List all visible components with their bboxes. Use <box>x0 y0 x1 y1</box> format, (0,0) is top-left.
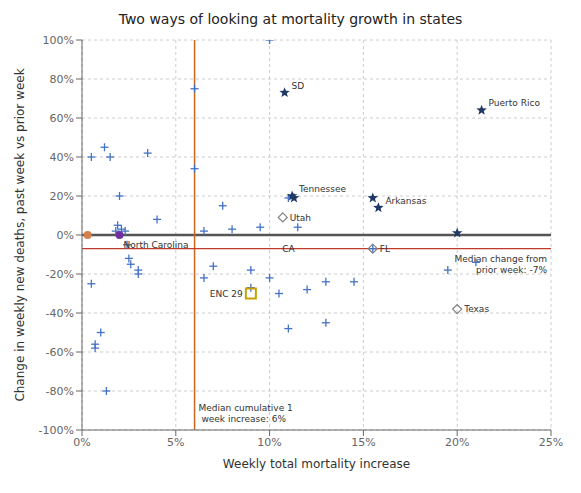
svg-text:80%: 80% <box>50 73 74 86</box>
svg-text:60%: 60% <box>50 112 74 125</box>
svg-text:Median cumulative 1 week incre: Median cumulative 1 week increase: 6% <box>199 403 293 424</box>
svg-text:CA: CA <box>282 244 295 254</box>
svg-text:Tennessee: Tennessee <box>298 184 346 194</box>
svg-text:20%: 20% <box>50 190 74 203</box>
svg-text:-100%: -100% <box>39 424 74 437</box>
svg-text:-40%: -40% <box>46 307 74 320</box>
svg-text:0%: 0% <box>73 436 90 449</box>
svg-text:Utah: Utah <box>290 213 311 223</box>
svg-text:0%: 0% <box>57 229 74 242</box>
svg-text:-60%: -60% <box>46 346 74 359</box>
svg-text:25%: 25% <box>539 436 563 449</box>
svg-text:Arkansas: Arkansas <box>385 196 426 206</box>
svg-text:North Carolina: North Carolina <box>124 240 189 250</box>
svg-text:40%: 40% <box>50 151 74 164</box>
svg-text:Change in weekly new deaths, p: Change in weekly new deaths, past week v… <box>13 68 27 401</box>
svg-text:Puerto Rico: Puerto Rico <box>489 98 541 108</box>
svg-text:Texas: Texas <box>463 304 489 314</box>
svg-text:15%: 15% <box>351 436 375 449</box>
html-text:Two ways of looking at mortali: Two ways of looking at mortality growth … <box>118 11 463 27</box>
svg-text:5%: 5% <box>167 436 184 449</box>
svg-text:ENC 29: ENC 29 <box>210 289 243 299</box>
svg-text:-20%: -20% <box>46 268 74 281</box>
svg-text:Median change fromprior week:: Median change fromprior week: -7% <box>454 254 547 275</box>
svg-text:Weekly total mortality increas: Weekly total mortality increase <box>223 457 410 471</box>
svg-text:SD: SD <box>292 81 305 91</box>
svg-text:10%: 10% <box>257 436 281 449</box>
svg-text:-80%: -80% <box>46 385 74 398</box>
svg-text:20%: 20% <box>445 436 469 449</box>
svg-text:100%: 100% <box>43 34 74 47</box>
svg-text:FL: FL <box>380 244 390 254</box>
